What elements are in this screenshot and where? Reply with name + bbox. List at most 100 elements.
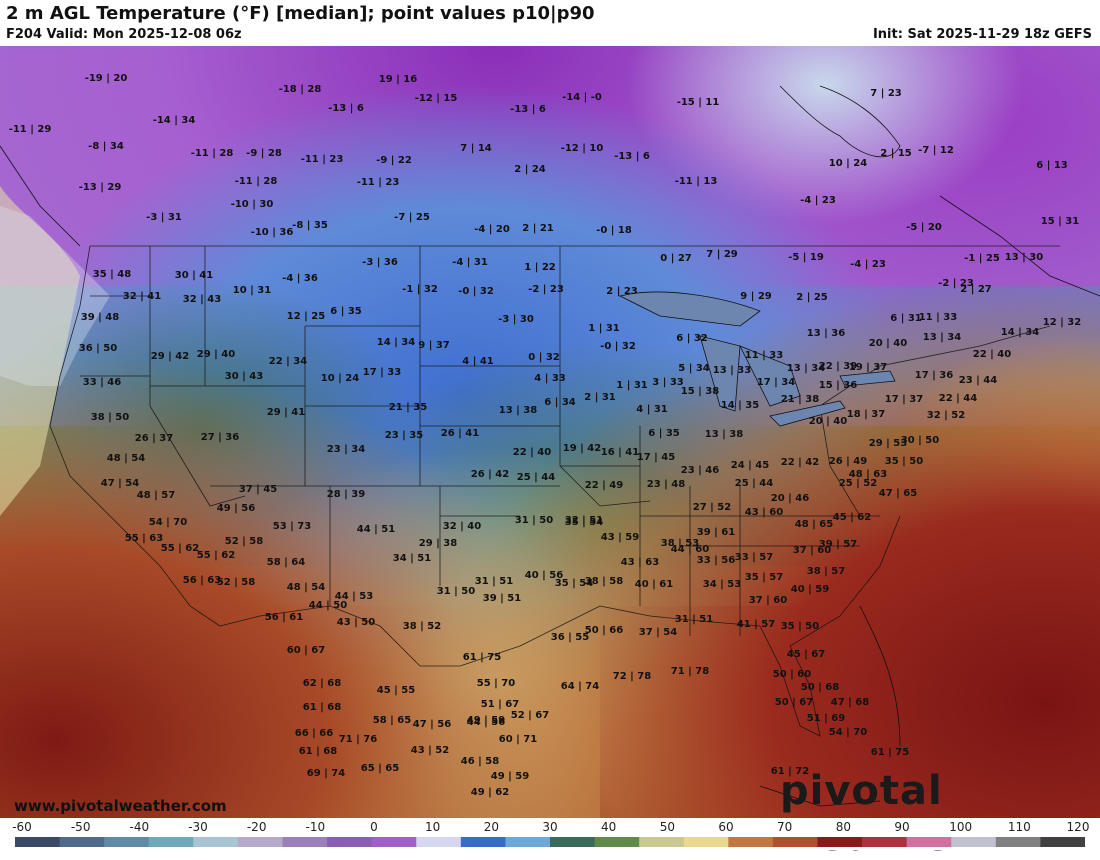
point-value-label: -15 | 11 (677, 97, 720, 108)
state-borders (49, 245, 1060, 737)
point-value-label: 52 | 58 (225, 536, 263, 547)
colorbar-tick-label: 30 (542, 820, 558, 834)
colorbar-swatch (906, 837, 952, 847)
colorbar-swatch (772, 837, 818, 847)
point-value-label: -3 | 31 (146, 212, 182, 223)
point-value-label: 22 | 44 (939, 393, 977, 404)
point-value-label: 61 | 68 (303, 702, 341, 713)
point-value-label: 48 | 63 (849, 469, 887, 480)
point-value-label: 17 | 36 (915, 370, 953, 381)
point-value-label: -10 | 30 (231, 199, 274, 210)
point-value-label: 50 | 68 (801, 682, 839, 693)
point-value-label: 26 | 41 (441, 428, 479, 439)
point-value-label: 28 | 39 (327, 489, 365, 500)
point-value-label: 2 | 31 (584, 392, 616, 403)
point-value-label: 23 | 44 (959, 375, 997, 386)
point-value-label: -11 | 23 (357, 177, 400, 188)
point-value-label: 23 | 48 (647, 479, 685, 490)
colorbar-tick-label: 110 (1007, 820, 1031, 834)
point-value-label: 10 | 24 (829, 158, 867, 169)
colorbar-swatch (951, 837, 997, 847)
point-value-label: 69 | 74 (307, 768, 345, 779)
colorbar-tick-label: 50 (659, 820, 675, 834)
site-credit[interactable]: www.pivotalweather.com (14, 797, 227, 815)
colorbar-tick-label: -50 (70, 820, 91, 834)
colorbar-tick-label: 120 (1066, 820, 1090, 834)
point-value-label: -14 | 34 (153, 115, 196, 126)
point-value-label: 26 | 42 (471, 469, 509, 480)
temperature-map[interactable]: -19 | 20 -18 | 28 19 | 16 -12 | 15 -14 | 34 -… (0, 46, 1100, 818)
point-value-label: 22 | 39 (819, 361, 857, 372)
point-value-label: 37 | 60 (793, 545, 831, 556)
point-value-label: 49 | 62 (471, 787, 509, 798)
point-value-label: 4 | 41 (462, 356, 494, 367)
point-value-label: -0 | 32 (600, 341, 636, 352)
point-value-label: 49 | 59 (491, 771, 529, 782)
point-value-label: 55 | 62 (197, 550, 235, 561)
point-value-label: 33 | 56 (697, 555, 735, 566)
point-value-label: 47 | 56 (413, 719, 451, 730)
colorbar-swatch (728, 837, 774, 847)
point-value-label: 71 | 78 (671, 666, 709, 677)
point-value-label: 29 | 38 (419, 538, 457, 549)
point-value-label: 0 | 32 (528, 352, 560, 363)
point-value-label: -11 | 28 (191, 148, 234, 159)
point-value-label: 55 | 70 (477, 678, 515, 689)
point-value-label: -9 | 28 (246, 148, 282, 159)
point-value-label: 22 | 42 (781, 457, 819, 468)
point-value-label: 50 | 60 (773, 669, 811, 680)
point-value-label: 43 | 63 (621, 557, 659, 568)
point-value-label: 17 | 37 (885, 394, 923, 405)
point-value-label: 23 | 34 (327, 444, 365, 455)
point-value-label: 15 | 36 (819, 380, 857, 391)
point-value-label: 50 | 67 (775, 697, 813, 708)
point-value-label: 6 | 13 (1036, 160, 1068, 171)
point-value-label: 44 | 60 (671, 544, 709, 555)
point-value-label: 23 | 46 (681, 465, 719, 476)
point-value-label: -19 | 20 (85, 73, 128, 84)
point-value-label: -7 | 25 (394, 212, 430, 223)
colorbar-tick-label: -30 (188, 820, 208, 834)
init-time: Init: Sat 2025-11-29 18z GEFS (872, 27, 1092, 42)
point-value-label: 45 | 62 (833, 512, 871, 523)
colorbar-tick-label: 60 (718, 820, 734, 834)
point-value-label: 1 | 31 (616, 380, 648, 391)
point-value-label: 5 | 34 (678, 363, 710, 374)
point-value-label: 53 | 73 (273, 521, 311, 532)
point-value-label: 2 | 23 (606, 286, 638, 297)
point-value-label: 7 | 23 (870, 88, 902, 99)
point-value-label: 27 | 36 (201, 432, 239, 443)
point-value-label: 25 | 44 (517, 472, 555, 483)
point-value-label: 2 | 15 (880, 148, 912, 159)
point-value-label: 47 | 65 (879, 488, 917, 499)
point-value-label: 29 | 41 (267, 407, 305, 418)
point-value-label: 30 | 50 (901, 435, 939, 446)
point-value-label: 6 | 32 (676, 333, 708, 344)
point-value-label: 37 | 54 (639, 627, 677, 638)
point-value-label: 39 | 57 (819, 539, 857, 550)
point-value-label: -13 | 6 (614, 151, 650, 162)
point-value-label: 1 | 31 (588, 323, 620, 334)
colorbar-swatch (416, 837, 462, 847)
point-value-label: 60 | 71 (499, 734, 537, 745)
point-value-label: 56 | 63 (183, 575, 221, 586)
point-value-label: 27 | 52 (693, 502, 731, 513)
point-value-label: -11 | 23 (301, 154, 344, 165)
point-value-label: 65 | 65 (361, 763, 399, 774)
point-value-label: 31 | 51 (475, 576, 513, 587)
point-value-label: 38 | 57 (807, 566, 845, 577)
point-value-label: 29 | 40 (197, 349, 235, 360)
point-value-label: 30 | 41 (175, 270, 213, 281)
colorbar-tick-label: 10 (425, 820, 441, 834)
colorbar-tick-label: 70 (777, 820, 793, 834)
point-value-label: 39 | 51 (483, 593, 521, 604)
colorbar-swatch (148, 837, 194, 847)
point-value-label: 15 | 38 (681, 386, 719, 397)
colorbar-swatch (282, 837, 328, 847)
colorbar-swatch (371, 837, 417, 847)
point-value-label: 35 | 48 (93, 269, 131, 280)
point-value-label: 46 | 58 (461, 756, 499, 767)
colorbar-swatch (862, 837, 908, 847)
colorbar-tick-label: 90 (894, 820, 910, 834)
point-value-label: 32 | 51 (565, 515, 603, 526)
